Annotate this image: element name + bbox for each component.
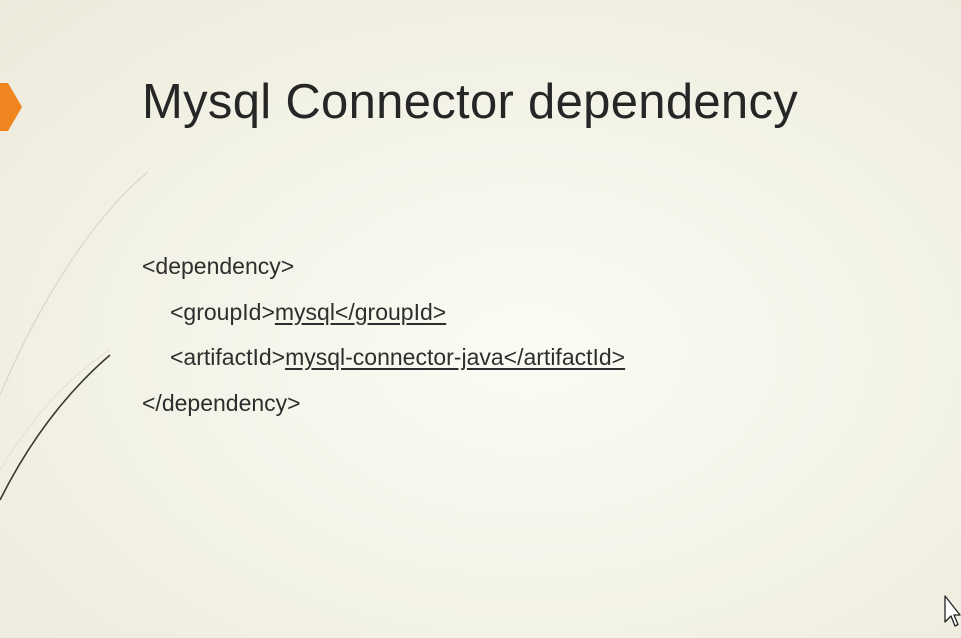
dependency-close-tag: </dependency> bbox=[142, 389, 301, 416]
artifact-id-value: mysql-connector-java</artifactId> bbox=[285, 344, 626, 370]
mouse-cursor-icon bbox=[944, 595, 961, 627]
decorative-curve-outer bbox=[0, 171, 149, 396]
dependency-open-tag: <dependency> bbox=[142, 253, 295, 279]
accent-chevron-icon bbox=[0, 83, 22, 131]
group-id-line: <groupId>mysql</groupId> bbox=[142, 290, 625, 336]
decorative-curve-faint bbox=[0, 349, 111, 471]
group-id-value: mysql</groupId> bbox=[274, 298, 447, 325]
artifact-id-line: <artifactId>mysql-connector-java</artifa… bbox=[142, 335, 625, 381]
slide-body: <dependency> <groupId>mysql</groupId> <a… bbox=[142, 244, 625, 426]
decorative-curve-inner bbox=[0, 354, 111, 501]
artifact-id-open-tag: <artifactId> bbox=[170, 344, 286, 370]
slide-title: Mysql Connector dependency bbox=[142, 75, 799, 129]
group-id-open-tag: <groupId> bbox=[170, 298, 275, 325]
